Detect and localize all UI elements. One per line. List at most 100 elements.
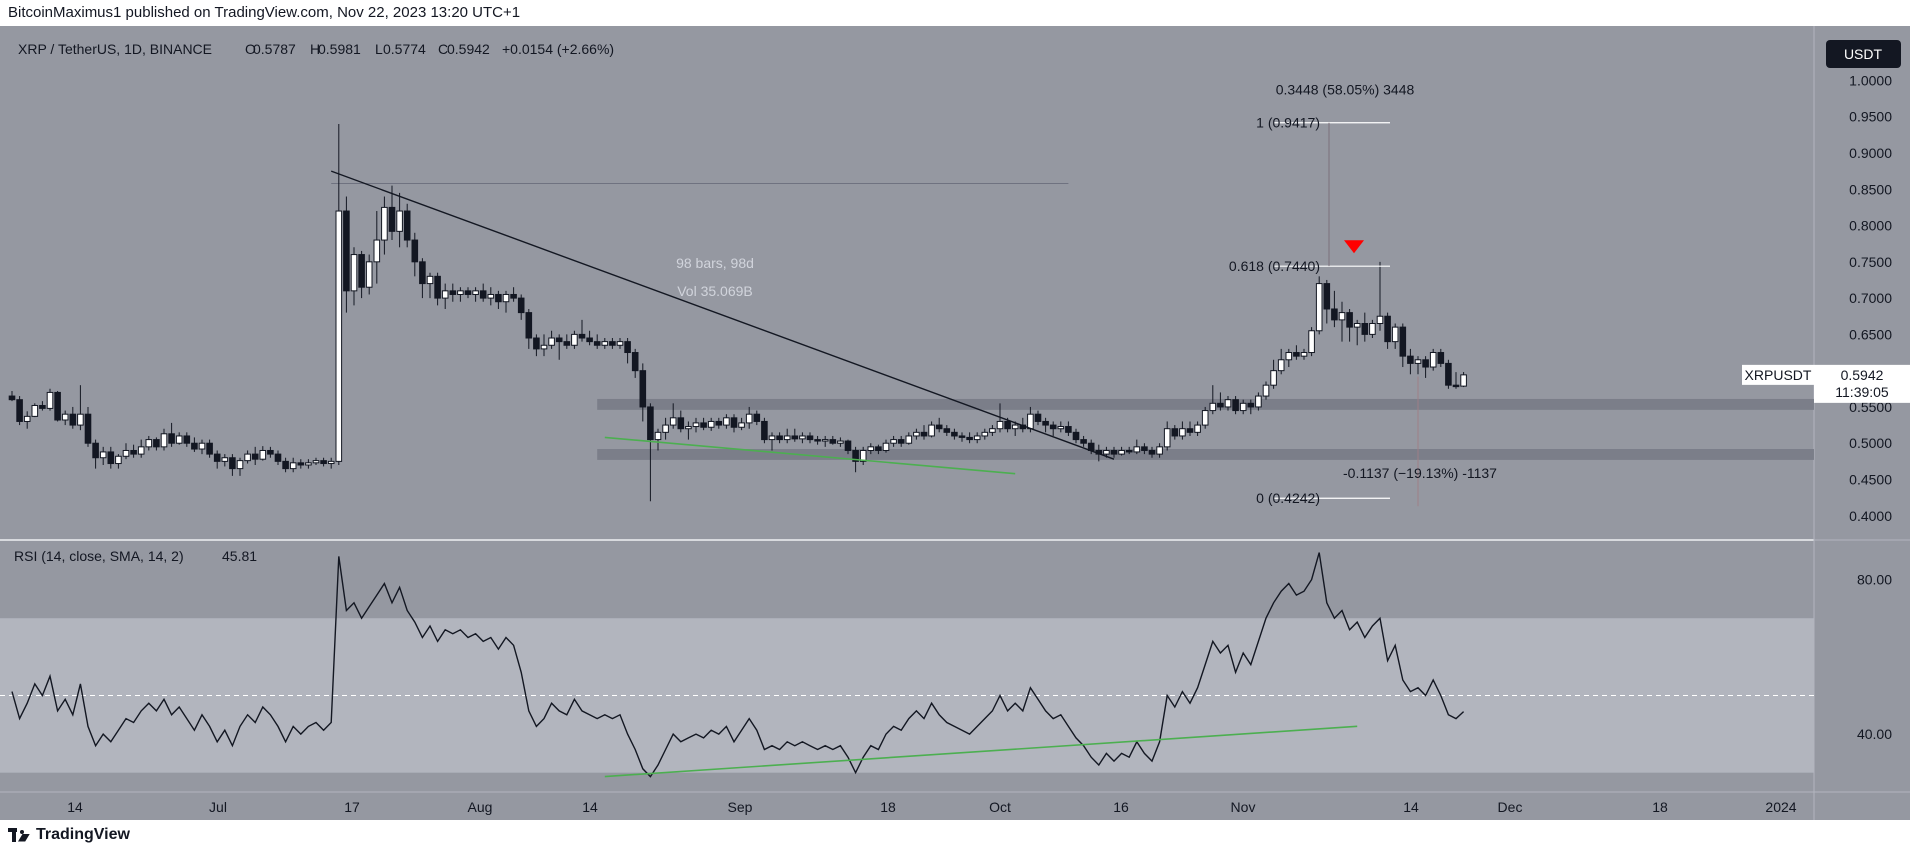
candle (1338, 312, 1346, 321)
candle (935, 424, 943, 430)
candle (441, 290, 449, 299)
candle (160, 433, 168, 448)
rsi-band (0, 618, 1814, 773)
candle (350, 254, 358, 292)
time-tick-label: 17 (344, 799, 360, 815)
price-chart[interactable]: 1 (0.9417) 0.618 (0.7440) 0 (0.4242) 0.3448… (0, 26, 1910, 820)
candle (1331, 308, 1338, 321)
candle (548, 337, 555, 346)
candle (1277, 359, 1285, 372)
descending-trendline[interactable] (330, 170, 1115, 460)
candle (365, 261, 373, 288)
legend-high-value: 0.5981 (318, 41, 361, 57)
candle (715, 420, 723, 426)
candle (1369, 322, 1376, 335)
candle (738, 422, 745, 428)
candle (419, 261, 426, 285)
candle (381, 206, 388, 241)
candle (1422, 359, 1429, 368)
legend-low-label: L (375, 41, 383, 57)
measure-vol-label: Vol 35.069B (677, 283, 753, 299)
currency-badge[interactable] (1826, 40, 1901, 68)
candle (943, 428, 951, 433)
candle (753, 413, 761, 422)
rsi-value-label: 45.81 (222, 548, 257, 564)
candle (1148, 449, 1156, 455)
last-price-label: 0.5942 (1841, 367, 1884, 383)
candle (1057, 426, 1065, 430)
legend-high-label: H (310, 41, 320, 57)
rsi-line[interactable] (11, 552, 1465, 778)
candle (282, 460, 289, 470)
candle (92, 442, 99, 459)
legend-open-label: O (245, 41, 256, 57)
candle (1414, 359, 1422, 364)
candle (517, 297, 525, 314)
candle (335, 210, 343, 462)
time-tick-label: 18 (880, 799, 896, 815)
candle (267, 449, 274, 455)
candle (1293, 352, 1300, 357)
candle (16, 399, 23, 422)
candle (1445, 362, 1452, 386)
rsi-tick-label: 40.00 (1857, 726, 1892, 742)
candle (1376, 315, 1384, 324)
time-tick-label: Aug (468, 799, 493, 815)
candle (654, 431, 662, 441)
price-green-line[interactable] (604, 436, 1016, 475)
candle (206, 442, 213, 455)
candle (533, 337, 540, 350)
last-symbol-badge (1742, 364, 1814, 385)
time-axis-background (0, 792, 1814, 820)
candle (1308, 330, 1315, 354)
candle (8, 395, 16, 401)
candle (1118, 449, 1125, 455)
candle (327, 460, 335, 465)
price-tick-label: 0.8000 (1849, 218, 1892, 234)
candle (426, 275, 434, 285)
time-tick-label: 18 (1652, 799, 1668, 815)
candle (1452, 384, 1460, 388)
time-tick-label: Oct (989, 799, 1011, 815)
candle (624, 341, 631, 354)
rsi-indicator-label: RSI (14, close, SMA, 14, 2) (14, 548, 184, 564)
candle (723, 417, 730, 426)
candle (312, 460, 320, 464)
candle (761, 420, 768, 441)
candle (343, 210, 350, 292)
candle (1437, 352, 1445, 364)
candle (23, 415, 31, 422)
price-tick-label: 0.4000 (1849, 508, 1892, 524)
fib-0-label: 0 (0.4242) (1256, 490, 1320, 506)
time-tick-label: Sep (728, 799, 753, 815)
candle (251, 453, 259, 460)
rsi-green-line[interactable] (604, 725, 1358, 778)
red-down-arrow-icon (1344, 240, 1364, 254)
candle (1262, 384, 1270, 397)
candle (1361, 322, 1369, 335)
time-tick-label: 14 (67, 799, 83, 815)
candle (373, 239, 381, 263)
candle (776, 435, 783, 441)
candle (1004, 420, 1011, 430)
candle (525, 312, 533, 339)
candle (1460, 374, 1467, 387)
candle (852, 449, 859, 462)
bar-countdown-label: 11:39:05 (1835, 384, 1889, 400)
candle (411, 239, 419, 263)
candle (730, 417, 738, 428)
candle (1270, 370, 1277, 386)
candle (1049, 424, 1057, 430)
legend-close-label: C (438, 41, 448, 57)
candle (1011, 424, 1019, 430)
candle (1080, 439, 1087, 444)
candle (966, 436, 973, 441)
candle (434, 275, 441, 299)
candle (1224, 399, 1232, 408)
candle (1125, 449, 1133, 453)
last-price-badge (1814, 364, 1910, 403)
candle (175, 435, 183, 444)
candle (39, 404, 46, 409)
candle (457, 290, 464, 295)
candle (647, 406, 654, 441)
